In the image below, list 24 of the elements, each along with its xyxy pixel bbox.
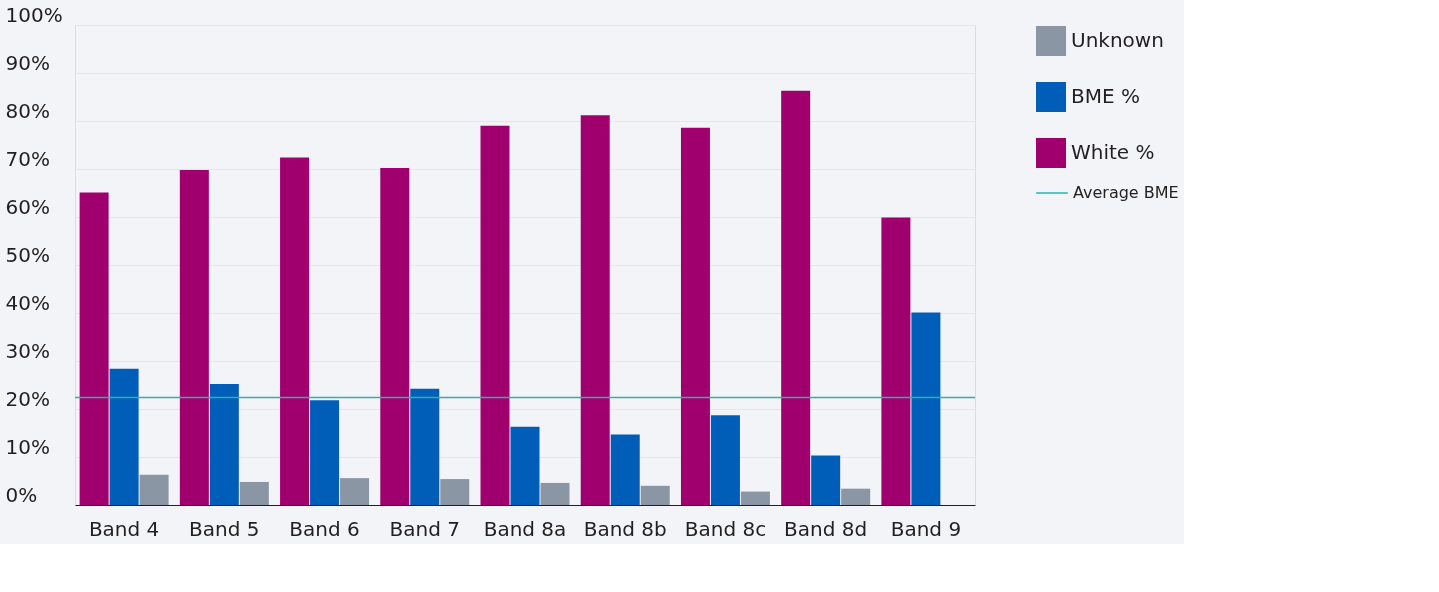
x-tick-label: Band 8b xyxy=(583,516,667,541)
legend-label: White % xyxy=(1071,140,1155,164)
y-tick-label: 20% xyxy=(5,386,50,411)
y-tick-label: 60% xyxy=(5,194,50,219)
legend-label: Average BME xyxy=(1073,183,1179,202)
y-tick-label: 70% xyxy=(5,146,50,171)
y-tick-label: 90% xyxy=(5,50,50,75)
y-tick-label: 100% xyxy=(5,2,63,27)
y-tick-label: 80% xyxy=(5,98,50,123)
x-tick-label: Band 8a xyxy=(483,516,567,541)
legend-label: BME % xyxy=(1071,84,1140,108)
legend-label: Unknown xyxy=(1071,28,1164,52)
y-tick-label: 10% xyxy=(5,434,50,459)
x-tick-label: Band 5 xyxy=(189,516,260,541)
x-tick-label: Band 6 xyxy=(289,516,360,541)
x-tick-label: Band 9 xyxy=(890,516,962,541)
x-tick-label: Band 7 xyxy=(389,516,460,541)
y-tick-label: 50% xyxy=(5,242,50,267)
y-tick-label: 0% xyxy=(5,482,38,507)
x-tick-label: Band 8c xyxy=(684,516,767,541)
x-tick-label: Band 4 xyxy=(88,516,160,541)
x-tick-label: Band 8d xyxy=(784,516,868,541)
y-tick-label: 40% xyxy=(5,290,50,315)
y-tick-label: 30% xyxy=(5,338,50,363)
